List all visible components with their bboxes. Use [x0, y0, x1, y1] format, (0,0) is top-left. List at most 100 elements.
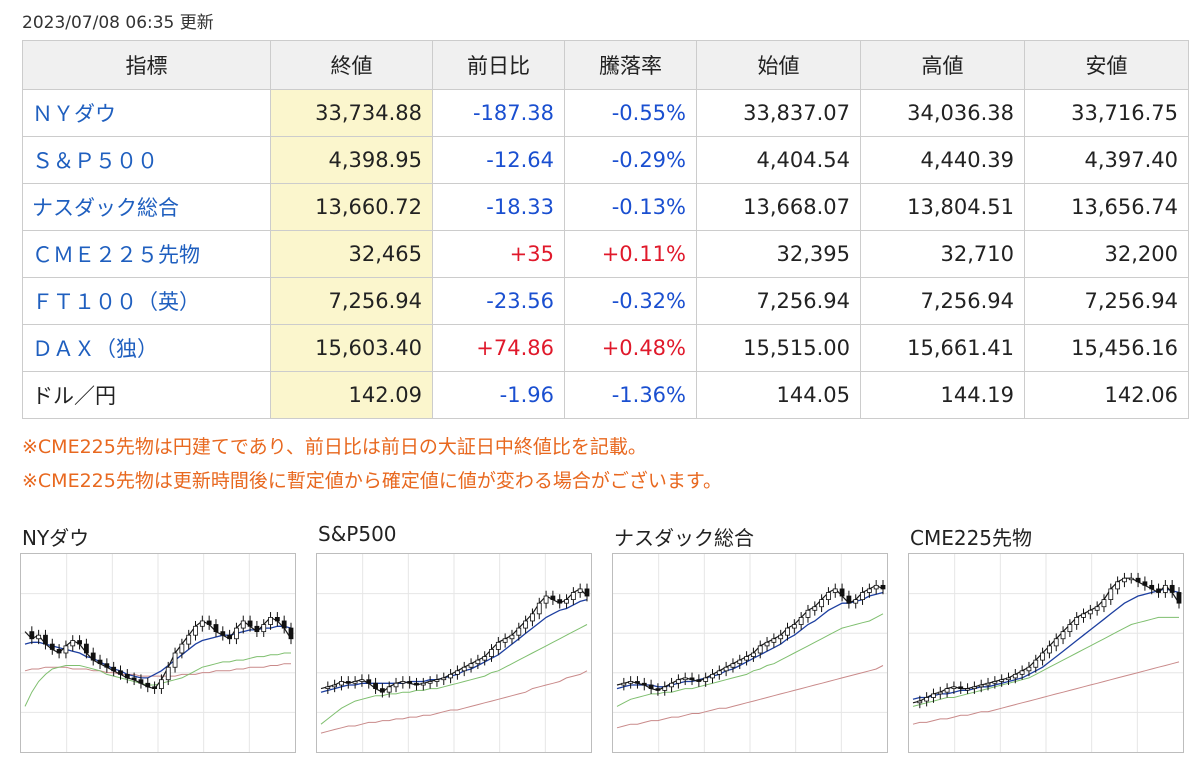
- candle-body: [118, 670, 123, 675]
- candle-body: [1060, 631, 1066, 640]
- candle-body: [104, 663, 110, 668]
- moving-average-line: [616, 613, 884, 707]
- candle-body: [873, 584, 879, 590]
- candle-body: [359, 679, 365, 682]
- candle-body: [179, 643, 185, 654]
- change-value: +35: [432, 230, 565, 278]
- candle-body: [325, 686, 331, 690]
- indicator-link[interactable]: ナスダック総合: [22, 183, 271, 231]
- candle-body: [689, 677, 695, 681]
- candle-body: [165, 666, 171, 681]
- candle-body: [1142, 581, 1148, 586]
- high-value: 32,710: [860, 230, 1025, 278]
- candle-body: [716, 670, 722, 675]
- open-value: 4,404.54: [696, 136, 861, 184]
- moving-average-line: [616, 591, 884, 690]
- table-row: ドル／円 142.09 -1.96 -1.36% 144.05 144.19 142.06: [22, 371, 1189, 419]
- candle-body: [407, 681, 413, 684]
- indicator-link[interactable]: ＣＭＥ２２５先物: [22, 230, 271, 278]
- candle-body: [345, 681, 351, 684]
- pct-value: -0.13%: [564, 183, 697, 231]
- moving-average-line: [912, 616, 1179, 707]
- chart-nasdaq-plot: [613, 554, 887, 752]
- moving-average-line: [616, 665, 884, 729]
- candle-body: [1074, 617, 1080, 625]
- candle-body: [846, 595, 852, 604]
- candle-body: [193, 625, 198, 636]
- open-value: 33,837.07: [696, 89, 861, 137]
- open-value: 15,515.00: [696, 324, 861, 372]
- candle-body: [628, 681, 634, 684]
- candle-body: [434, 679, 440, 682]
- candle-body: [455, 670, 460, 675]
- indicator-link[interactable]: ＦＴ１００（英）: [22, 277, 271, 325]
- indicator-link[interactable]: ＮＹダウ: [22, 89, 271, 137]
- table-row: ＮＹダウ 33,734.88 -187.38 -0.55% 33,837.07 34,03…: [22, 89, 1189, 137]
- candle-body: [1033, 659, 1039, 668]
- candle-body: [917, 700, 923, 704]
- candle-body: [90, 652, 96, 661]
- table-row: Ｓ＆Ｐ５００ 4,398.95 -12.64 -0.29% 4,404.54 4,440.…: [22, 136, 1189, 184]
- candle-body: [261, 624, 267, 633]
- high-value: 7,256.94: [860, 277, 1025, 325]
- candle-body: [1081, 613, 1086, 618]
- price-line: [616, 584, 884, 692]
- indicator-link[interactable]: ＤＡＸ（独）: [22, 324, 271, 372]
- candle-body: [771, 638, 777, 643]
- candle-body: [751, 652, 756, 657]
- candle-body: [379, 688, 385, 693]
- note-cme-yen: ※CME225先物は円建てであり、前日比は前日の大証日中終値比を記載。: [22, 436, 647, 458]
- indicator-link[interactable]: Ｓ＆Ｐ５００: [22, 136, 271, 184]
- candle-body: [420, 682, 426, 686]
- low-value: 33,716.75: [1024, 89, 1189, 137]
- candle-body: [1122, 577, 1127, 583]
- candle-body: [853, 599, 859, 604]
- candle-body: [757, 645, 763, 654]
- chart-sp500[interactable]: [316, 553, 592, 753]
- chart-title-nasdaq: ナスダック総合: [614, 526, 754, 550]
- chart-nasdaq[interactable]: [612, 553, 888, 753]
- low-value: 32,200: [1024, 230, 1189, 278]
- candle-body: [1135, 577, 1141, 583]
- candle-body: [880, 584, 886, 590]
- close-value: 7,256.94: [270, 277, 433, 325]
- chart-cme225[interactable]: [908, 553, 1184, 753]
- candle-body: [730, 663, 736, 668]
- candle-body: [159, 679, 164, 689]
- market-quotes-table: 指標 終値 前日比 騰落率 始値 高値 安値 ＮＹダウ 33,734.88 -187…: [22, 40, 1189, 419]
- change-value: +74.86: [432, 324, 565, 372]
- candle-body: [550, 595, 556, 601]
- pct-value: +0.48%: [564, 324, 697, 372]
- open-value: 7,256.94: [696, 277, 861, 325]
- chart-nydow[interactable]: [20, 553, 296, 753]
- candle-body: [227, 634, 233, 640]
- moving-average-line: [24, 663, 291, 677]
- candle-body: [1156, 588, 1161, 593]
- candle-body: [570, 592, 576, 600]
- candle-body: [1026, 666, 1032, 672]
- candle-body: [339, 681, 344, 686]
- col-header-high: 高値: [860, 40, 1025, 90]
- table-header-row: 指標 終値 前日比 騰落率 始値 高値 安値: [22, 40, 1189, 90]
- candle-body: [1087, 609, 1093, 615]
- candle-body: [386, 686, 392, 693]
- pct-value: -1.36%: [564, 371, 697, 419]
- candle-body: [937, 691, 943, 695]
- candle-body: [1149, 584, 1155, 590]
- price-line: [912, 577, 1180, 704]
- candle-body: [234, 627, 239, 640]
- candle-body: [97, 659, 103, 665]
- low-value: 7,256.94: [1024, 277, 1189, 325]
- col-header-pct: 騰落率: [564, 40, 697, 90]
- candle-body: [839, 588, 845, 597]
- candle-body: [696, 679, 702, 682]
- chart-title-sp500: S&P500: [318, 522, 397, 546]
- low-value: 4,397.40: [1024, 136, 1189, 184]
- moving-average-line: [320, 624, 588, 725]
- change-value: -18.33: [432, 183, 565, 231]
- candle-body: [635, 681, 640, 684]
- candle-body: [281, 620, 287, 629]
- moving-average-line: [320, 670, 588, 734]
- candle-body: [641, 682, 647, 686]
- close-value: 13,660.72: [270, 183, 433, 231]
